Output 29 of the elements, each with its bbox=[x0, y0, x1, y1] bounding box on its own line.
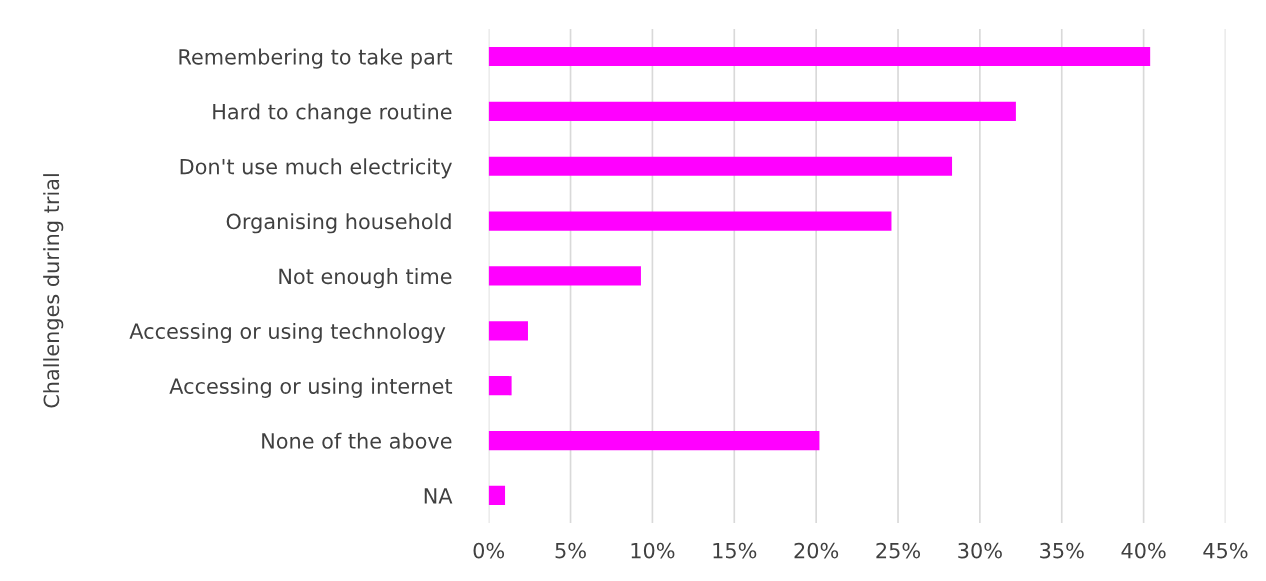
x-tick-label: 30% bbox=[958, 542, 1002, 559]
bar bbox=[488, 46, 1151, 67]
x-tick-label: 45% bbox=[1203, 542, 1248, 559]
x-tick-label: 25% bbox=[876, 542, 921, 559]
y-tick-label: Accessing or using internet bbox=[169, 377, 453, 398]
y-tick-label: Remembering to take part bbox=[179, 48, 453, 69]
bar bbox=[488, 266, 641, 286]
bar bbox=[488, 156, 953, 176]
y-tick-label: Not enough time bbox=[279, 268, 452, 289]
x-tick-label: 40% bbox=[1121, 542, 1166, 559]
y-axis-title: Challenges during trial bbox=[43, 174, 64, 408]
bar bbox=[488, 321, 528, 341]
bar bbox=[488, 211, 892, 231]
bar bbox=[488, 376, 512, 396]
bar bbox=[488, 485, 506, 506]
x-tick-label: 10% bbox=[631, 542, 675, 559]
x-tick-label: 35% bbox=[1040, 542, 1084, 559]
y-tick-label: Don't use much electricity bbox=[180, 158, 452, 179]
x-tick-label: 15% bbox=[713, 542, 757, 559]
y-tick-label: NA bbox=[424, 488, 453, 504]
y-tick-label: Hard to change routine bbox=[213, 103, 452, 124]
y-tick-label: Accessing or using technology bbox=[129, 322, 446, 344]
x-tick-label: 0% bbox=[473, 542, 505, 559]
y-tick-label: None of the above bbox=[262, 432, 452, 449]
bar bbox=[488, 101, 1016, 121]
x-tick-label: 5% bbox=[555, 542, 586, 559]
bar bbox=[488, 430, 820, 451]
x-tick-label: 20% bbox=[794, 542, 839, 559]
y-tick-label: Organising household bbox=[226, 213, 451, 234]
